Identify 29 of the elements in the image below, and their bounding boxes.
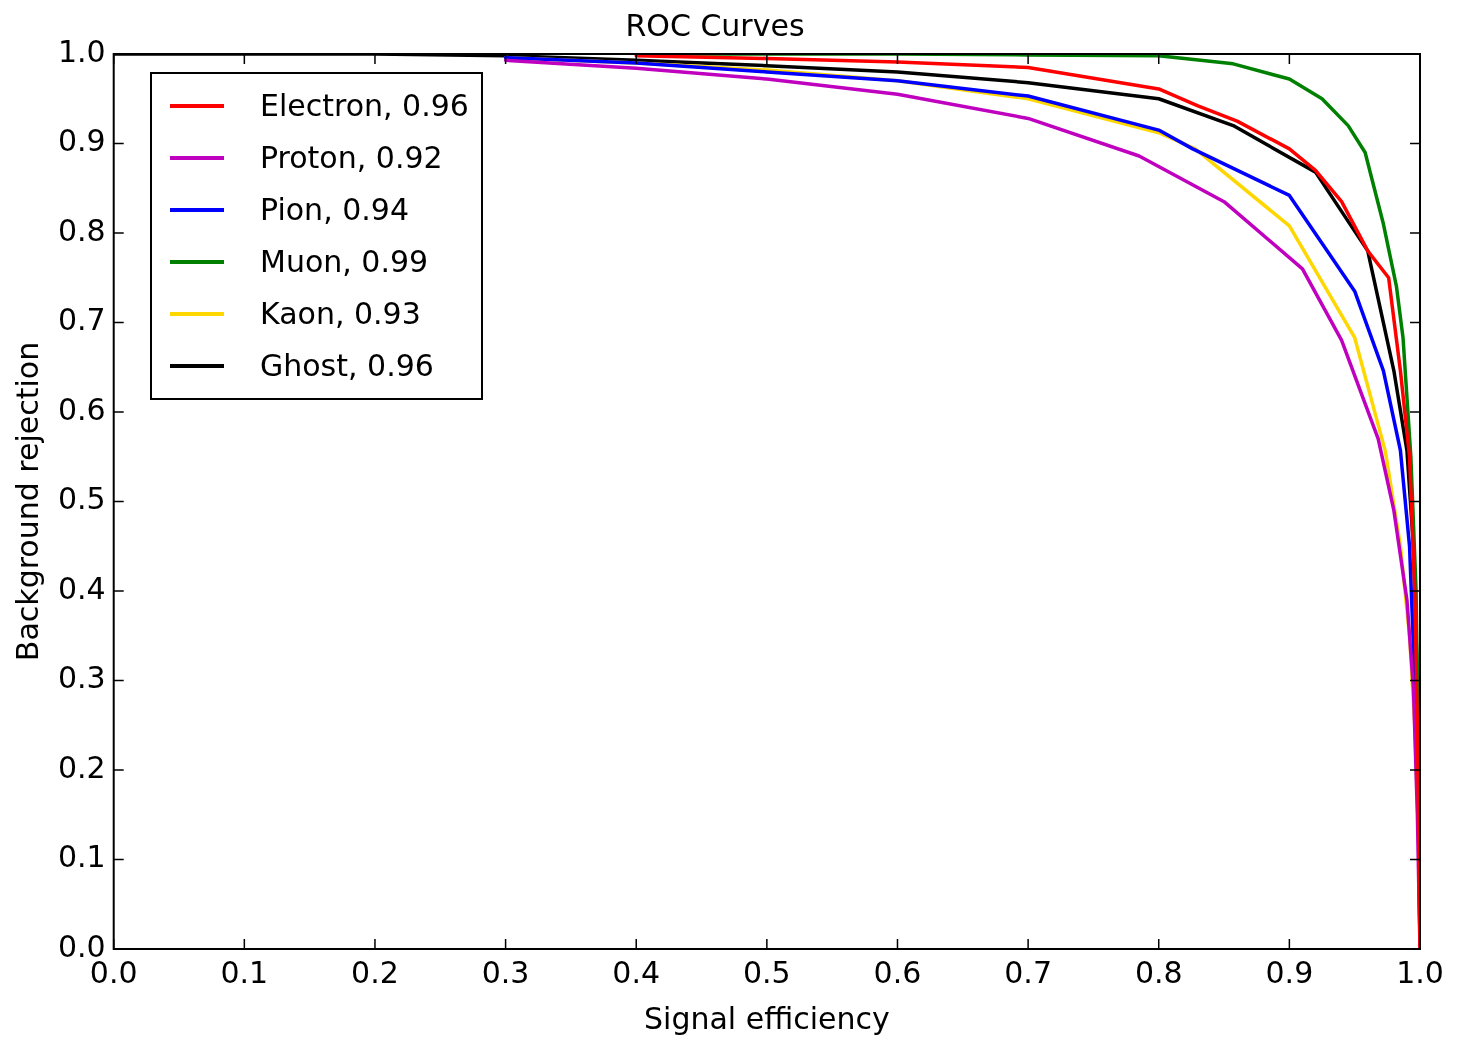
x-tick-label: 1.0 xyxy=(1396,954,1444,990)
x-tick-label: 0.1 xyxy=(220,954,269,990)
x-axis-title: Signal efficiency xyxy=(644,1000,890,1036)
y-tick-label: 0.2 xyxy=(57,749,106,785)
x-tick-label: 0.7 xyxy=(1004,954,1052,990)
x-tick-label: 0.9 xyxy=(1265,954,1314,990)
y-tick-label: 0.5 xyxy=(57,481,106,517)
x-tick-label: 0.3 xyxy=(481,954,530,990)
legend-label: Electron, 0.96 xyxy=(260,87,469,125)
legend-label: Kaon, 0.93 xyxy=(260,295,421,333)
legend-label: Muon, 0.99 xyxy=(260,243,429,281)
x-tick-label: 0.6 xyxy=(873,954,922,990)
x-tick-label: 0.8 xyxy=(1134,954,1183,990)
y-tick-label: 0.1 xyxy=(57,839,106,875)
x-tick-label: 0.2 xyxy=(351,954,399,990)
y-tick-label: 1.0 xyxy=(57,33,106,69)
legend-label: Ghost, 0.96 xyxy=(260,347,434,385)
y-tick-label: 0.3 xyxy=(57,660,106,696)
y-tick-label: 0.6 xyxy=(57,391,106,427)
x-tick-label: 0.4 xyxy=(612,954,661,990)
y-tick-label: 0.4 xyxy=(57,570,106,606)
y-tick-label: 0.9 xyxy=(57,123,106,159)
legend-label: Proton, 0.92 xyxy=(260,139,443,177)
chart-title: ROC Curves xyxy=(625,7,805,43)
y-axis-title: Background rejection xyxy=(9,341,45,662)
y-tick-label: 0.7 xyxy=(57,302,106,338)
x-tick-label: 0.5 xyxy=(743,954,791,990)
y-tick-label: 0.8 xyxy=(57,212,106,248)
legend-label: Pion, 0.94 xyxy=(260,191,410,229)
